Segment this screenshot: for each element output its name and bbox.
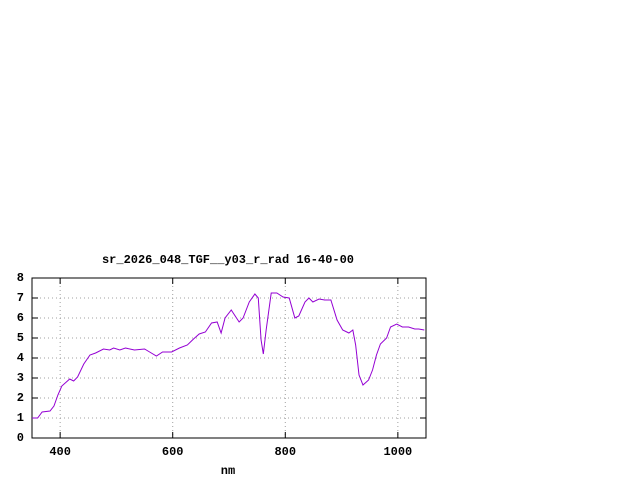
x-tick-label: 600 [162, 445, 184, 459]
data-line [32, 292, 425, 419]
chart-title: sr_2026_048_TGF__y03_r_rad 16-40-00 [102, 253, 354, 267]
x-tick-label: 1000 [383, 445, 412, 459]
y-tick-label: 5 [17, 331, 24, 345]
y-tick-label: 0 [17, 431, 24, 445]
y-tick-label: 3 [17, 371, 24, 385]
x-tick-label: 400 [49, 445, 71, 459]
y-tick-label: 7 [17, 291, 24, 305]
y-tick-label: 1 [17, 411, 24, 425]
plot-frame [31, 277, 427, 439]
y-tick-label: 8 [17, 271, 24, 285]
y-tick-label: 4 [17, 351, 24, 365]
y-tick-label: 2 [17, 391, 24, 405]
y-tick-label: 6 [17, 311, 24, 325]
x-axis-label: nm [221, 464, 235, 478]
x-tick-label: 800 [274, 445, 296, 459]
